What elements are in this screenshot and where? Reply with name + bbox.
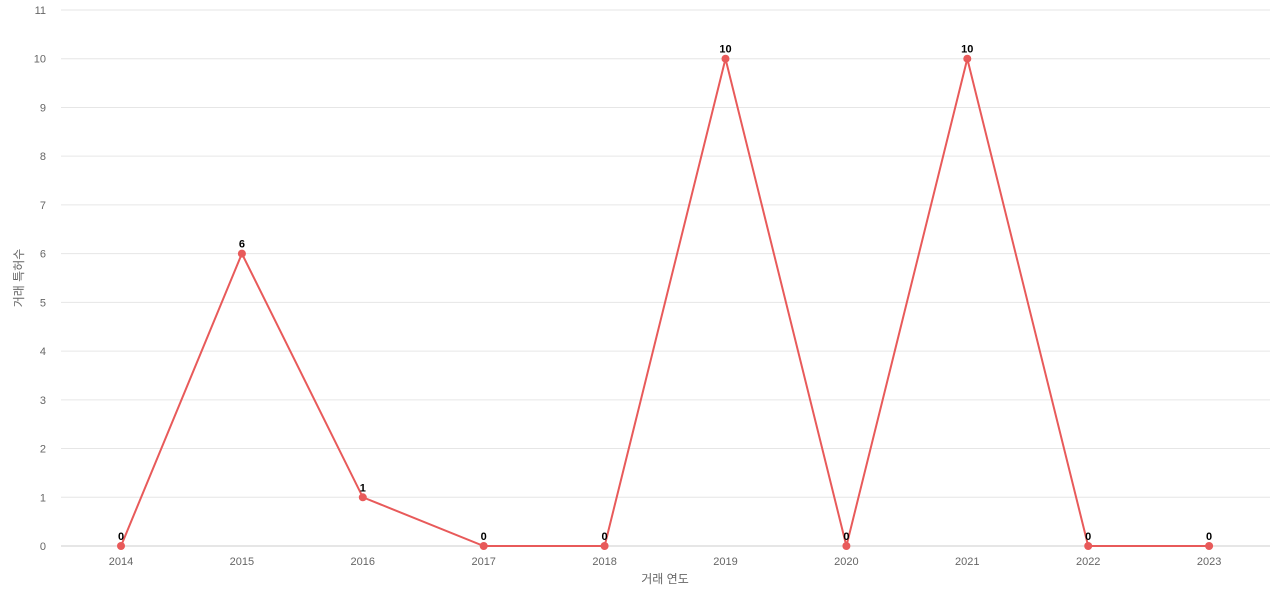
y-tick-label: 4 [40,346,46,358]
data-label: 0 [1085,531,1091,543]
data-point [963,54,972,63]
y-tick-label: 8 [40,151,46,163]
y-axis-ticks: 0 1 2 3 4 5 6 7 8 9 10 11 [34,5,46,553]
y-tick-label: 11 [35,5,46,17]
y-tick-label: 5 [40,297,46,309]
x-tick-label: 2014 [109,556,133,568]
data-point [721,54,730,63]
y-tick-label: 7 [40,200,46,212]
data-label: 1 [360,482,366,494]
y-tick-label: 3 [40,395,46,407]
x-tick-label: 2017 [471,556,495,568]
x-axis-title: 거래 연도 [641,572,689,586]
x-tick-label: 2023 [1197,556,1221,568]
y-tick-label: 1 [40,492,46,504]
series-layer [117,54,1214,550]
data-label: 10 [961,44,973,56]
data-label: 0 [602,531,608,543]
x-tick-label: 2022 [1076,556,1100,568]
data-point [358,493,367,502]
y-axis-title: 거래 특허수 [12,249,26,308]
y-tick-label: 10 [34,54,46,66]
x-tick-label: 2019 [713,556,737,568]
data-label: 0 [1206,531,1212,543]
x-tick-label: 2020 [834,556,858,568]
y-tick-label: 6 [40,249,46,261]
data-point [1084,542,1093,550]
x-tick-label: 2018 [592,556,616,568]
x-tick-label: 2016 [351,556,375,568]
data-point [600,542,609,550]
data-label: 0 [843,531,849,543]
x-axis-ticks: 2014 2015 2016 2017 2018 2019 2020 2021 2022 2023 [109,556,1222,568]
grid-lines [61,9,1270,547]
data-point [117,542,125,550]
data-label: 0 [481,531,487,543]
x-tick-label: 2015 [230,556,254,568]
x-tick-label: 2021 [955,556,979,568]
data-label: 0 [118,531,124,543]
y-tick-label: 2 [40,444,46,456]
data-point [237,249,246,258]
y-tick-label: 0 [40,541,46,553]
data-label: 6 [239,239,245,251]
data-point [479,542,488,550]
data-point [1205,542,1214,550]
series-line [120,58,1210,547]
data-point [842,542,851,550]
y-tick-label: 9 [40,102,46,114]
data-label: 10 [719,44,731,56]
